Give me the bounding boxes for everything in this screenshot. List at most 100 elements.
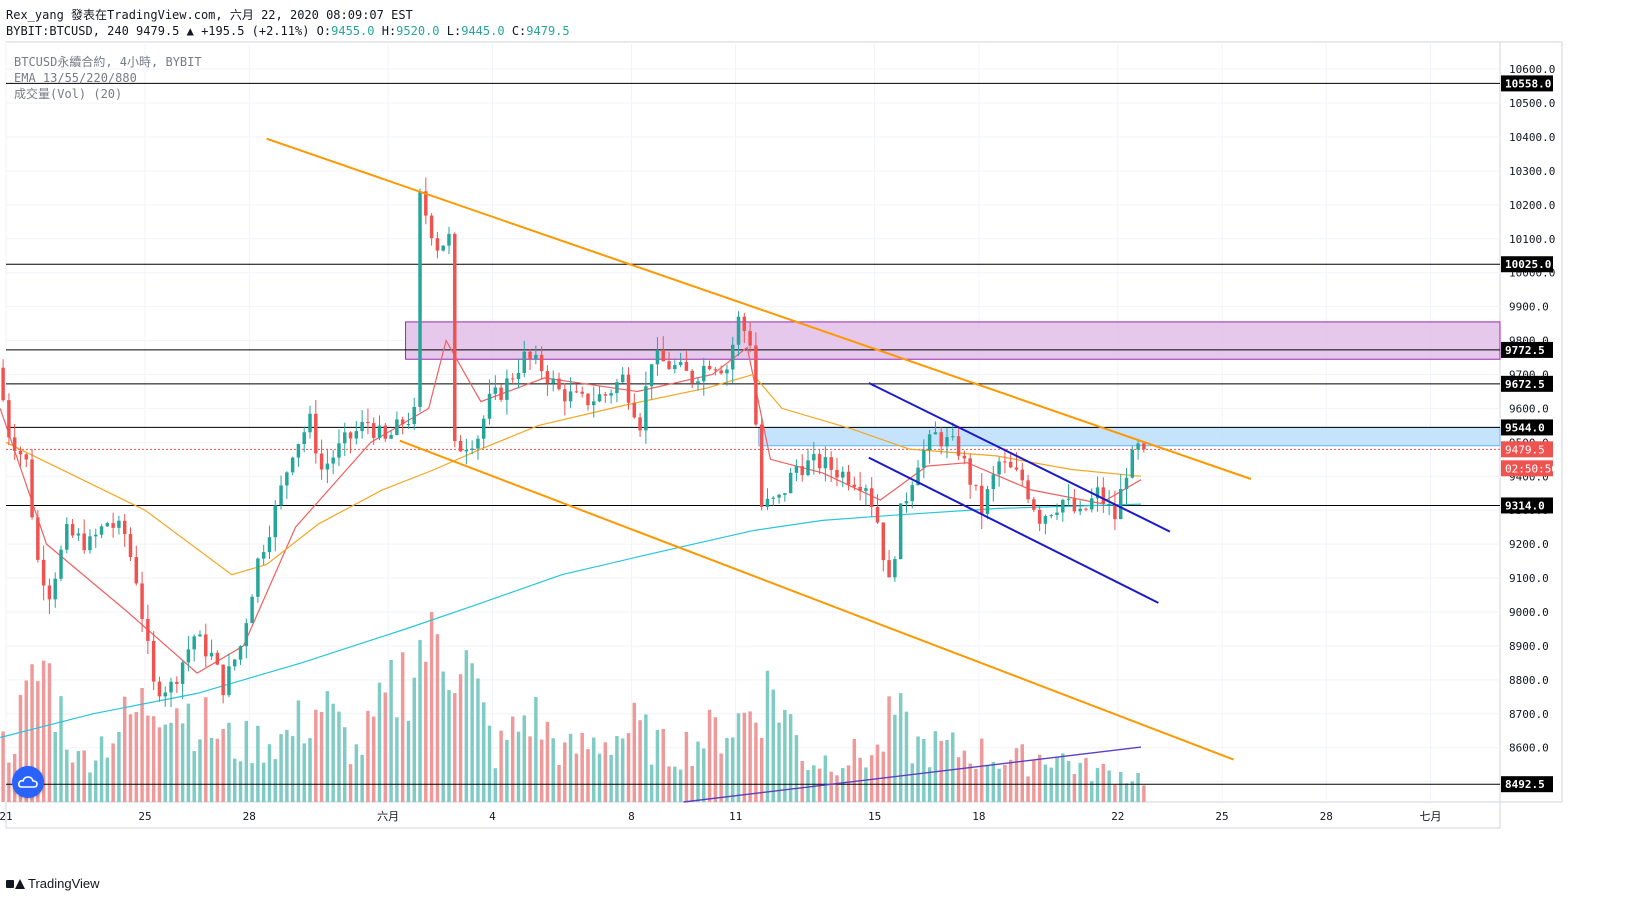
candle-body [319, 453, 324, 470]
volume-bar [1090, 781, 1094, 802]
candle-body [447, 233, 451, 246]
volume-bar [175, 708, 179, 802]
volume-bar [453, 693, 457, 802]
x-tick-label: 25 [1215, 810, 1228, 823]
candle-body [325, 463, 330, 470]
candle-body [1084, 508, 1088, 510]
level-badge [1501, 776, 1553, 793]
candle-body [499, 387, 503, 400]
volume-bar [134, 712, 139, 802]
countdown-label: 02:50:56 [1505, 462, 1558, 475]
volume-bar [186, 703, 191, 802]
candle-body [7, 400, 11, 438]
volume-bar [412, 677, 416, 802]
y-tick-label: 10500.0 [1509, 97, 1555, 110]
candle-body [146, 618, 150, 641]
volume-bar [435, 634, 440, 802]
candle-body [869, 488, 874, 508]
level-badge-label: 9314.0 [1505, 499, 1545, 512]
candle-body [505, 378, 509, 400]
volume-bar [597, 753, 602, 802]
candle-body [1049, 515, 1053, 517]
candle-body [563, 389, 567, 402]
candle-body [441, 245, 445, 251]
volume-bar [869, 755, 874, 802]
level-badge-label: 10025.0 [1505, 258, 1551, 271]
volume-bar [140, 687, 144, 802]
candle-body [412, 406, 416, 425]
candle-body [12, 437, 17, 451]
volume-bar [754, 722, 758, 802]
volume-bar [528, 736, 532, 802]
candle-body [644, 386, 648, 431]
candle-body [904, 501, 909, 504]
volume-bar [1008, 759, 1013, 802]
volume-bar [615, 735, 619, 802]
volume-bar [875, 744, 880, 802]
volume-bar [377, 682, 382, 802]
volume-bar [655, 729, 660, 802]
candle-body [1066, 498, 1071, 500]
volume-bar [812, 765, 816, 802]
level-badge-label: 10558.0 [1505, 77, 1551, 90]
candle-body [725, 369, 729, 374]
volume-bar [539, 739, 544, 802]
volume-bar [1003, 764, 1007, 802]
level-badge [1501, 375, 1553, 392]
candle-body [267, 537, 272, 553]
candle-body [59, 549, 63, 579]
volume-bar [7, 762, 11, 802]
candle-body [910, 485, 914, 502]
candle-body [765, 498, 770, 507]
volume-bar [788, 714, 793, 802]
y-tick-label: 8800.0 [1509, 674, 1549, 687]
volume-bar [1049, 767, 1053, 802]
candle-body [180, 662, 185, 684]
volume-bar [1118, 772, 1123, 802]
trend-lines[interactable] [266, 137, 1252, 803]
candle-body [916, 467, 920, 486]
volume-bar [418, 639, 422, 802]
volume-bar [1066, 761, 1071, 802]
candle-body [922, 450, 926, 468]
candle-body [667, 361, 671, 370]
chart-pane[interactable] [5, 41, 1501, 803]
x-tick-label: 28 [243, 810, 256, 823]
candle-body [754, 345, 758, 425]
candle-body [296, 444, 301, 458]
candle-body [927, 434, 932, 451]
volume-bar [574, 753, 579, 802]
volume-bar [111, 743, 115, 802]
volume-bar [563, 742, 567, 802]
candle-body [204, 634, 208, 657]
tradingview-logo[interactable]: TradingView [6, 876, 100, 891]
candle-body [557, 378, 561, 390]
chart-menu-button[interactable] [12, 766, 44, 798]
volume-bar [684, 731, 689, 802]
candle-body [302, 432, 306, 445]
x-tick-label: 18 [972, 810, 985, 823]
candle-body [777, 494, 781, 498]
volume-bar [221, 729, 225, 802]
candle-body [673, 365, 677, 370]
time-scale[interactable] [5, 801, 1501, 829]
candle-body [586, 393, 590, 406]
volume-bar [1078, 762, 1082, 802]
candle-body [528, 351, 532, 360]
candle-body [371, 423, 376, 438]
x-tick-label: 六月 [377, 810, 399, 823]
candle-body [314, 413, 318, 454]
y-tick-label: 8600.0 [1509, 742, 1549, 755]
y-tick-label: 8700.0 [1509, 708, 1549, 721]
volume-bar [586, 749, 590, 802]
last-price-label: 9479.5 [1505, 443, 1545, 456]
volume-bar [1032, 760, 1036, 802]
volume-bar [864, 767, 868, 802]
candle-body [209, 652, 214, 657]
symbol-ohlc-line: BYBIT:BTCUSD, 240 9479.5 ▲ +195.5 (+2.11… [6, 24, 570, 38]
volume-bar [53, 732, 57, 802]
volume-bar [1101, 763, 1106, 802]
horizontal-levels[interactable] [6, 82, 1500, 785]
volume-bar [1, 731, 5, 802]
